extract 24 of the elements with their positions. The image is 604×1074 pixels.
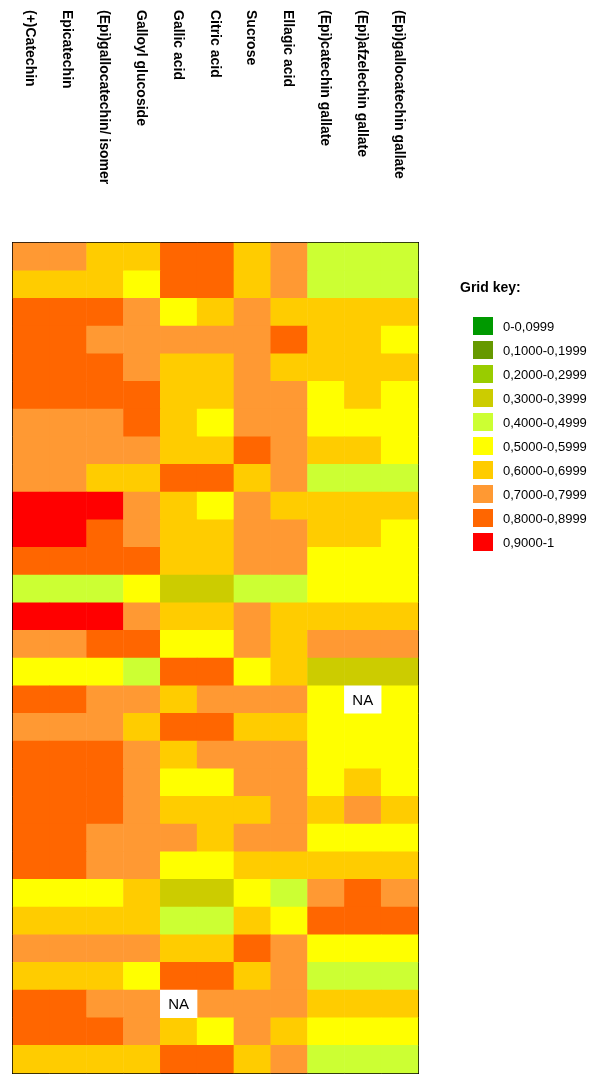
color-bar-label: 0,6000-0,6999 — [503, 462, 587, 478]
x-tick-label: (Epi)gallocatechin/ isomer — [97, 10, 114, 185]
x-tick-label: Citric acid — [207, 10, 224, 78]
color-bar-label: 0,5000-0,5999 — [503, 438, 587, 454]
color-bar-label: 0,3000-0,3999 — [503, 390, 587, 406]
x-tick-label: Gallic acid — [170, 10, 187, 81]
text: NA — [352, 691, 374, 708]
x-tick-label: Ellagic acid — [281, 10, 298, 88]
color-bar-label: 0,1000-0,1999 — [503, 342, 587, 358]
legend-title: Grid key: — [460, 279, 521, 295]
x-tick-label: (Epi)catechin gallate — [317, 10, 334, 147]
x-tick-label: (Epi)afzelechin gallate — [354, 10, 371, 158]
color-bar-label: 0,9000-1 — [503, 534, 555, 550]
x-tick-label: (Epi)gallocatechin gallate — [391, 10, 408, 180]
color-bar-label: 0,4000-0,4999 — [503, 414, 587, 430]
x-tick-label: Galloyl glucoside — [133, 10, 150, 127]
color-bar-label: 0,8000-0,8999 — [503, 510, 587, 526]
x-tick-label: Epicatechin — [60, 10, 77, 89]
text: NA — [168, 995, 190, 1013]
color-bar-label: 0,2000-0,2999 — [503, 366, 587, 382]
x-tick-label: Sucrose — [244, 10, 261, 66]
color-bar-label: 0,7000-0,7999 — [503, 486, 587, 502]
color-bar-label: 0-0,0999 — [503, 318, 555, 334]
x-tick-label: (+)Catechin — [23, 10, 40, 87]
